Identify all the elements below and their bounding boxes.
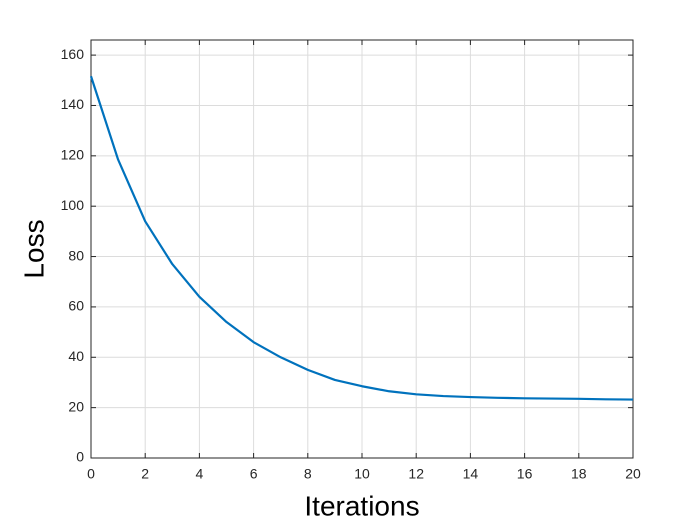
x-tick-label: 16	[517, 466, 533, 482]
line-series	[89, 75, 634, 401]
x-axis-label: Iterations	[304, 490, 419, 521]
y-axis-label: Loss	[18, 219, 49, 278]
x-tick-label: 12	[408, 466, 424, 482]
y-tick-label: 0	[76, 449, 84, 465]
x-tick-label: 18	[571, 466, 587, 482]
x-tick-label: 20	[625, 466, 641, 482]
x-tick-label: 10	[354, 466, 370, 482]
x-tick-label: 8	[304, 466, 312, 482]
y-tick-label: 160	[61, 46, 85, 62]
y-tick-label: 20	[68, 398, 84, 414]
y-tick-label: 140	[61, 96, 85, 112]
y-tick-label: 120	[61, 147, 85, 163]
y-tick-label: 40	[68, 348, 84, 364]
x-tick-label: 14	[463, 466, 479, 482]
y-tick-label: 60	[68, 298, 84, 314]
y-tick-label: 80	[68, 247, 84, 263]
x-tick-label: 6	[250, 466, 258, 482]
y-tick-label: 100	[61, 197, 85, 213]
axes-box	[90, 39, 634, 459]
x-tick-label: 2	[141, 466, 149, 482]
x-tick-label: 4	[196, 466, 204, 482]
x-tick-label: 0	[87, 466, 95, 482]
